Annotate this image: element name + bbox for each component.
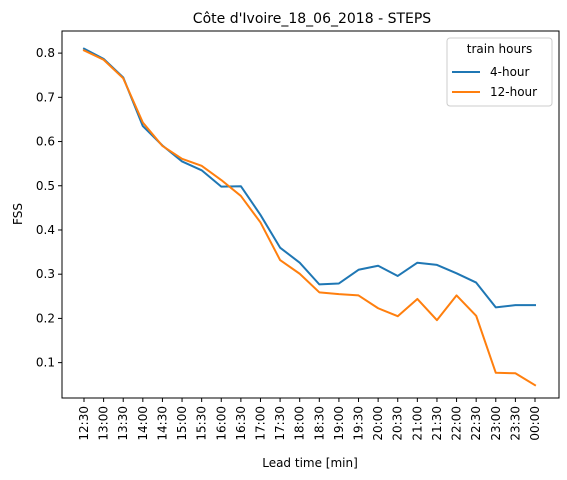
x-tick-label: 19:00 [332, 406, 346, 441]
y-tick-label: 0.3 [36, 267, 55, 281]
y-tick-label: 0.8 [36, 46, 55, 60]
x-tick-label: 13:30 [116, 406, 130, 441]
x-tick-label: 23:30 [508, 406, 522, 441]
x-tick-label: 23:00 [489, 406, 503, 441]
x-axis: 12:30 13:00 13:30 14:00 14:30 15:00 15:30 16:00… [77, 398, 542, 441]
x-tick-label: 17:00 [253, 406, 267, 441]
legend-title: train hours [467, 42, 532, 56]
legend-entry-label: 12-hour [490, 85, 537, 99]
x-tick-label: 17:30 [273, 406, 287, 441]
x-tick-label: 21:00 [410, 406, 424, 441]
chart-title: Côte d'Ivoire_18_06_2018 - STEPS [193, 11, 431, 27]
x-tick-label: 21:30 [430, 406, 444, 441]
x-tick-label: 15:00 [175, 406, 189, 441]
x-tick-label: 22:00 [450, 406, 464, 441]
y-tick-label: 0.7 [36, 90, 55, 104]
x-tick-label: 00:00 [528, 406, 542, 441]
x-tick-label: 14:00 [136, 406, 150, 441]
x-tick-label: 18:00 [293, 406, 307, 441]
y-axis-label: FSS [11, 203, 25, 225]
y-tick-label: 0.5 [36, 179, 55, 193]
x-tick-label: 15:30 [195, 406, 209, 441]
x-tick-label: 22:30 [469, 406, 483, 441]
x-tick-label: 19:30 [352, 406, 366, 441]
x-tick-label: 18:30 [312, 406, 326, 441]
x-tick-label: 20:30 [391, 406, 405, 441]
x-tick-label: 16:30 [234, 406, 248, 441]
x-tick-label: 16:00 [214, 406, 228, 441]
x-tick-label: 13:00 [97, 406, 111, 441]
x-axis-label: Lead time [min] [262, 456, 358, 470]
legend-entry-label: 4-hour [490, 65, 530, 79]
y-tick-label: 0.1 [36, 356, 55, 370]
y-tick-label: 0.2 [36, 311, 55, 325]
x-tick-label: 20:00 [371, 406, 385, 441]
y-tick-label: 0.4 [36, 223, 55, 237]
y-tick-label: 0.6 [36, 135, 55, 149]
x-tick-label: 14:30 [155, 406, 169, 441]
x-tick-label: 12:30 [77, 406, 91, 441]
legend: train hours 4-hour 12-hour [447, 38, 552, 106]
y-axis: 0.1 0.2 0.3 0.4 0.5 0.6 0.7 0.8 [36, 46, 62, 370]
